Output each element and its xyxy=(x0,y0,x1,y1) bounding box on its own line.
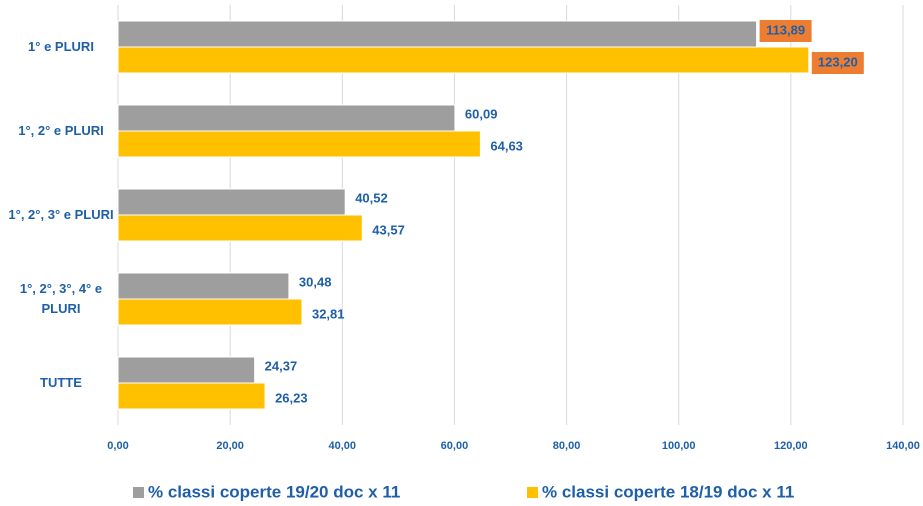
value-label: 30,48 xyxy=(299,274,332,289)
value-label: 32,81 xyxy=(312,306,345,321)
x-tick-label: 0,00 xyxy=(107,440,128,452)
bar xyxy=(117,188,346,216)
legend-swatch xyxy=(527,487,538,498)
x-tick-label: 120,00 xyxy=(774,440,808,452)
y-tick-label: TUTTE xyxy=(40,375,82,390)
x-tick-label: 140,00 xyxy=(886,440,920,452)
x-tick-label: 20,00 xyxy=(216,440,244,452)
value-label: 123,20 xyxy=(818,54,858,69)
y-tick-label: 1°, 2°, 3° e PLURI xyxy=(8,207,114,222)
bar xyxy=(117,214,363,242)
value-label: 113,89 xyxy=(766,22,805,37)
value-label-box xyxy=(759,20,812,42)
y-tick-label: 1°, 2°, 3°, 4° e PLURI xyxy=(19,281,103,316)
x-tick-label: 80,00 xyxy=(553,440,581,452)
value-label: 43,57 xyxy=(372,222,405,237)
value-label-box xyxy=(811,52,864,74)
legend-label: % classi coperte 18/19 doc x 11 xyxy=(542,482,794,501)
value-label: 60,09 xyxy=(465,106,498,121)
value-label: 64,63 xyxy=(490,138,523,153)
legend-swatch xyxy=(133,487,144,498)
x-tick-label: 100,00 xyxy=(662,440,696,452)
y-tick-label: 1°, 2° e PLURI xyxy=(18,123,104,138)
bar xyxy=(117,104,456,132)
bar xyxy=(117,272,290,300)
bar xyxy=(117,298,303,326)
legend-label: % classi coperte 19/20 doc x 11 xyxy=(148,482,400,501)
value-label: 26,23 xyxy=(275,390,308,405)
bar xyxy=(117,20,758,48)
bar xyxy=(117,130,481,158)
bar xyxy=(117,382,266,410)
bar xyxy=(117,356,256,384)
x-tick-label: 40,00 xyxy=(329,440,357,452)
y-tick-label: 1° e PLURI xyxy=(28,39,94,54)
value-label: 24,37 xyxy=(265,358,298,373)
x-tick-label: 60,00 xyxy=(441,440,469,452)
bar xyxy=(117,46,810,74)
value-label: 40,52 xyxy=(355,190,388,205)
